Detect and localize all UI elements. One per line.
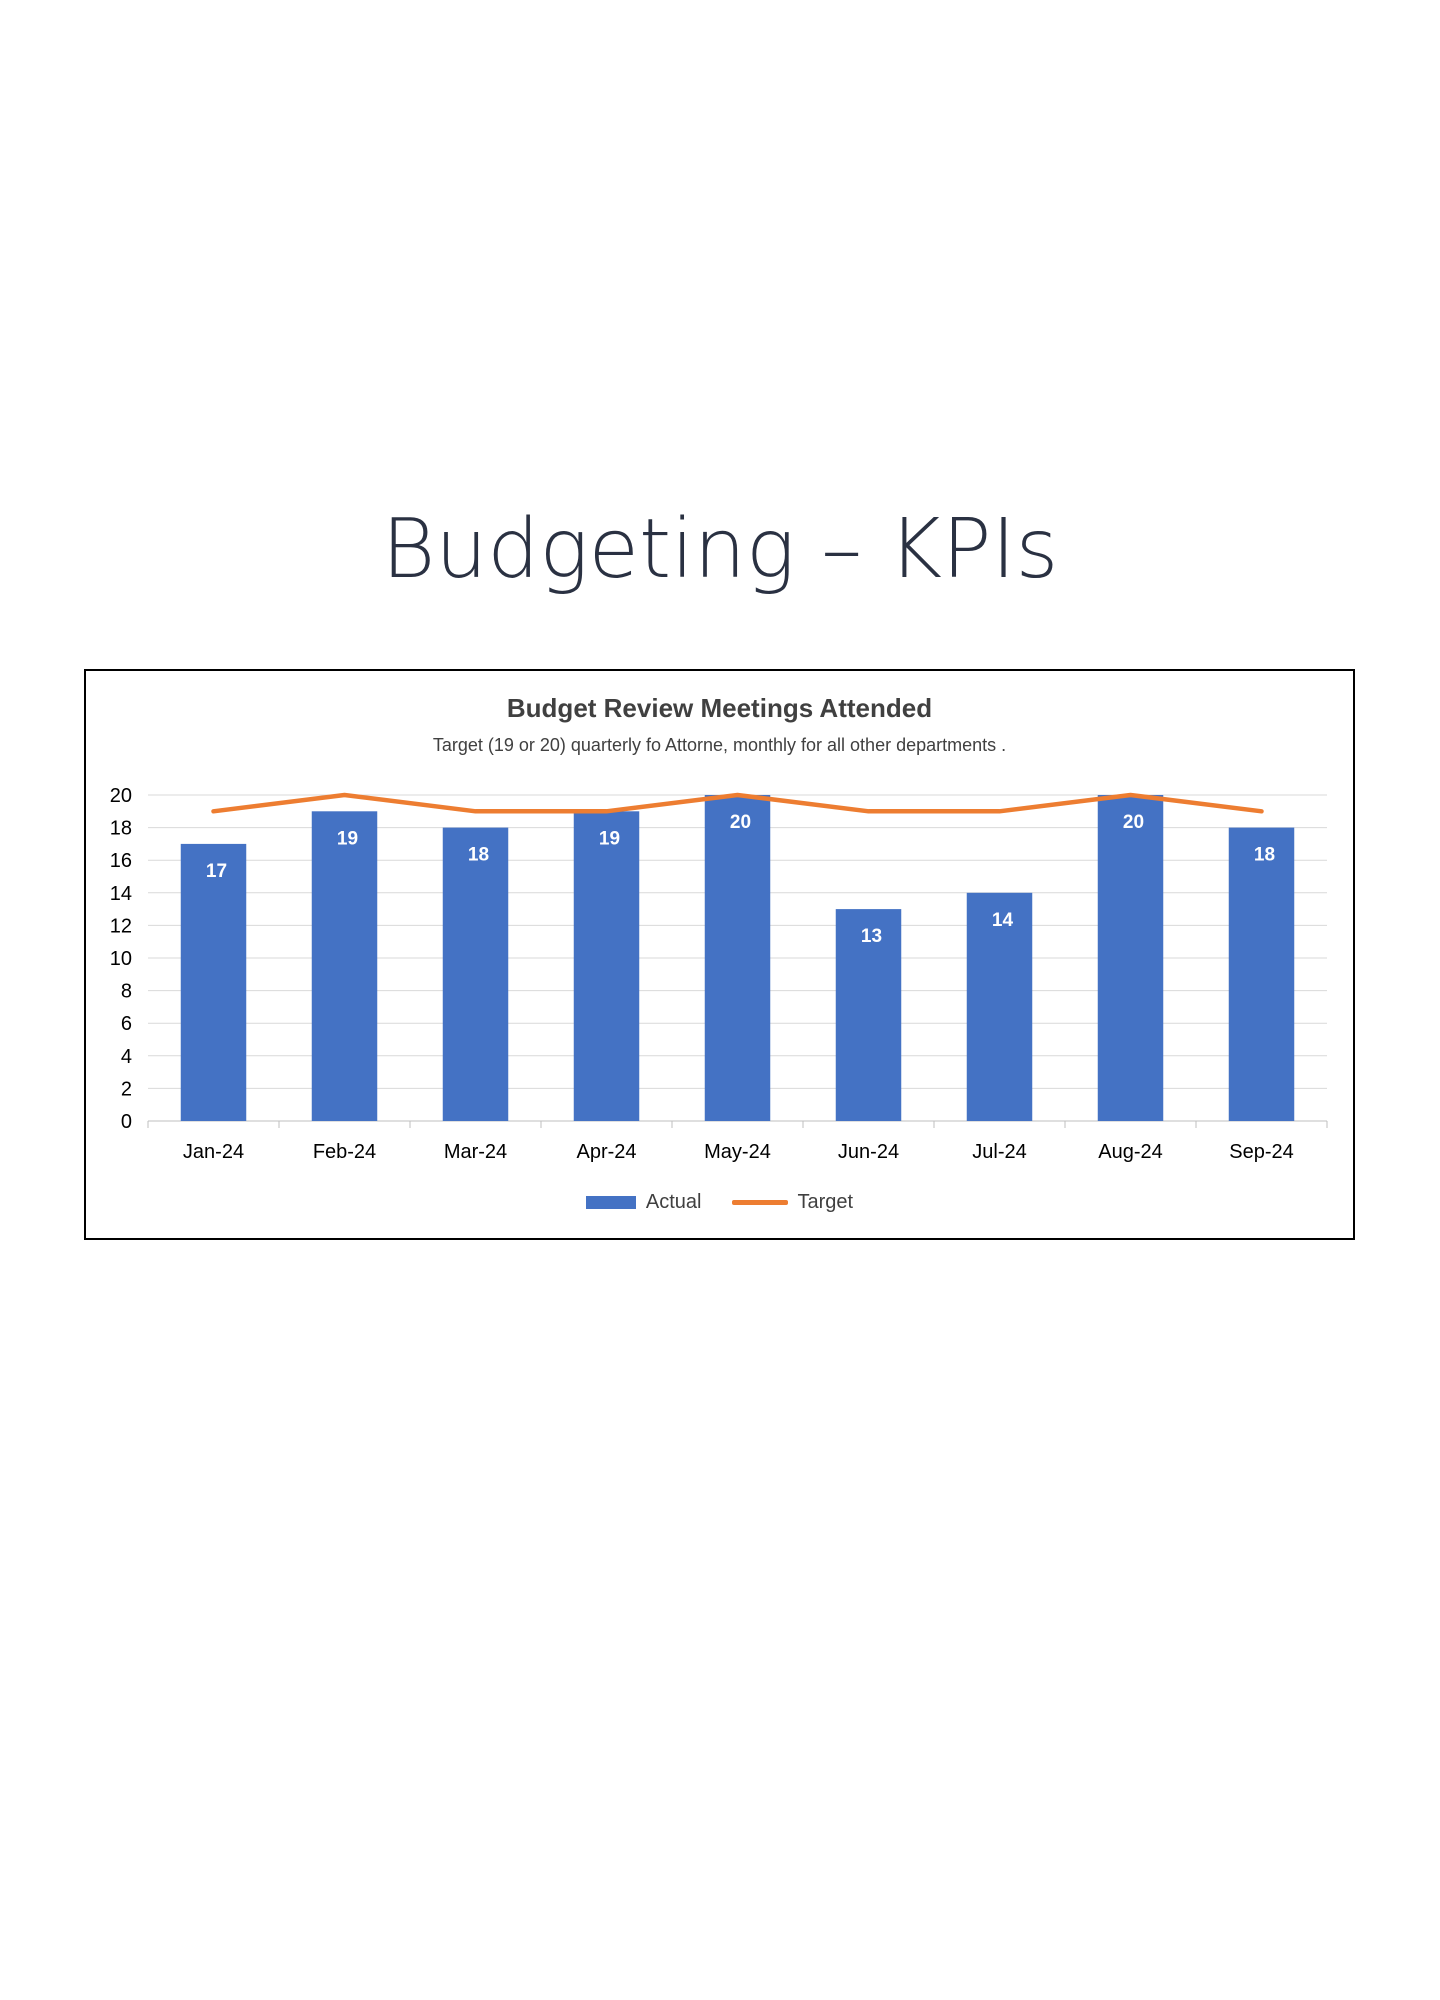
legend-item-actual: Actual	[585, 1191, 702, 1214]
x-tick-label: Aug-24	[1098, 1141, 1163, 1163]
bar-data-label: 18	[1254, 845, 1275, 866]
legend-swatch-actual	[585, 1196, 636, 1209]
bar	[1228, 827, 1295, 1121]
y-tick-label: 14	[110, 883, 132, 905]
y-tick-label: 4	[121, 1046, 132, 1068]
bar	[704, 795, 771, 1121]
y-tick-label: 6	[121, 1013, 132, 1035]
legend-label-target: Target	[797, 1191, 854, 1213]
page-title: Budgeting – KPIs	[381, 502, 1059, 597]
chart-title: Budget Review Meetings Attended	[506, 693, 933, 723]
bar-data-label: 20	[1123, 812, 1144, 833]
bar-data-label: 17	[206, 861, 227, 882]
y-tick-label: 18	[110, 818, 132, 840]
x-tick-label: Apr-24	[576, 1141, 636, 1163]
chart-plot: 0 2 4 6 8 10 12 14 16 18 20 17 19 18 19 20 13 14 20 18 Jan-2…	[110, 785, 1328, 1163]
y-tick-label: 2	[121, 1078, 132, 1100]
y-tick-label: 20	[110, 785, 132, 807]
chart-legend: Actual Target	[86, 1191, 1353, 1214]
y-tick-label: 10	[110, 948, 132, 970]
y-tick-label: 8	[121, 981, 132, 1003]
bar-data-label: 20	[730, 812, 751, 833]
chart-container: Budget Review Meetings Attended Target (…	[84, 669, 1355, 1240]
y-tick-label: 12	[110, 915, 132, 937]
legend-item-target: Target	[731, 1191, 854, 1214]
bar	[573, 811, 640, 1121]
bar	[180, 843, 247, 1121]
legend-label-actual: Actual	[645, 1191, 702, 1213]
x-tick-label: Jan-24	[183, 1141, 244, 1163]
x-tick-label: Sep-24	[1229, 1141, 1294, 1163]
bar	[1097, 795, 1164, 1121]
legend-swatch-target	[731, 1200, 788, 1205]
bar-data-label: 19	[337, 828, 358, 849]
bar	[835, 909, 902, 1121]
bar-data-label: 18	[468, 845, 489, 866]
bar-data-label: 19	[599, 828, 620, 849]
y-tick-label: 16	[110, 850, 132, 872]
chart-subtitle: Target (19 or 20) quarterly fo Attorne, …	[432, 735, 1007, 755]
x-tick-label: Jun-24	[838, 1141, 899, 1163]
x-tick-label: Jul-24	[972, 1141, 1026, 1163]
x-tick-label: Mar-24	[444, 1141, 507, 1163]
y-tick-label: 0	[121, 1111, 132, 1133]
bar	[442, 827, 509, 1121]
x-tick-label: May-24	[704, 1141, 771, 1163]
bar	[311, 811, 378, 1121]
bar-data-label: 14	[992, 910, 1014, 931]
x-tick-label: Feb-24	[313, 1141, 376, 1163]
bar	[966, 892, 1033, 1121]
bar-data-label: 13	[861, 926, 882, 947]
